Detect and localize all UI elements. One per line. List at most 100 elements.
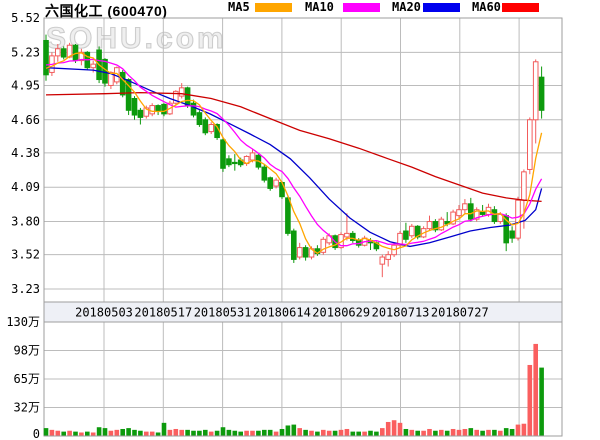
date-axis-label: 20180713 — [372, 306, 430, 320]
volume-axis-label: 0 — [33, 427, 40, 440]
volume-bar-down — [403, 428, 409, 436]
legend-label-ma60: MA60 — [472, 0, 501, 14]
volume-bar-up — [55, 430, 61, 436]
legend-swatch-ma20 — [423, 3, 460, 12]
volume-bar-up — [439, 429, 444, 436]
candle-body-up — [532, 61, 539, 121]
volume-bar-down — [61, 431, 66, 436]
volume-bar-up — [244, 430, 249, 436]
candle-body-up — [527, 119, 533, 170]
candle-body-down — [302, 247, 309, 258]
volume-axis-label: 98万 — [14, 344, 40, 358]
candle-body-up — [379, 256, 386, 265]
volume-bar-down — [191, 430, 196, 436]
volume-bar-down — [220, 427, 226, 436]
date-axis-label: 20180629 — [312, 306, 370, 320]
volume-bar-down — [96, 427, 102, 436]
volume-bar-up — [326, 430, 332, 436]
volume-bar-up — [486, 429, 491, 436]
candle-body-up — [473, 209, 480, 220]
legend-swatch-ma10 — [343, 3, 380, 12]
candle-body-up — [273, 179, 279, 187]
volume-bar-up — [362, 431, 367, 436]
candle-body-down — [285, 197, 291, 234]
date-axis-label: 20180517 — [134, 306, 192, 320]
ma5-line — [45, 52, 543, 255]
volume-axis-label: 65万 — [14, 372, 40, 386]
volume-bar-down — [267, 429, 273, 436]
candle-body-down — [350, 232, 356, 241]
price-panel-border — [43, 17, 563, 303]
volume-bar-down — [102, 428, 108, 436]
volume-bar-up — [462, 428, 468, 436]
volume-bar-down — [155, 432, 161, 436]
candle-body-down — [196, 112, 203, 126]
candle-body-up — [108, 71, 114, 86]
price-axis-label: 4.66 — [11, 113, 40, 127]
volume-bar-up — [67, 430, 72, 436]
volume-bar-up — [149, 431, 155, 436]
volume-bar-up — [409, 429, 415, 436]
legend-label-ma20: MA20 — [392, 0, 421, 14]
price-axis-label: 3.52 — [11, 248, 40, 262]
volume-bar-down — [315, 431, 320, 436]
volume-bar-down — [492, 429, 497, 436]
volume-bar-up — [474, 429, 479, 436]
candle-body-down — [137, 109, 144, 118]
price-axis-label: 4.95 — [11, 78, 40, 92]
volume-bar-down — [232, 430, 238, 436]
volume-bar-up — [397, 422, 403, 436]
candle-body-up — [438, 218, 445, 231]
candle-body-up — [397, 232, 403, 246]
volume-bar-up — [498, 430, 503, 436]
volume-bar-up — [456, 429, 462, 436]
volume-bar-up — [250, 430, 255, 436]
volume-bar-up — [49, 429, 55, 436]
volume-bar-down — [350, 431, 356, 436]
volume-bar-down — [262, 429, 267, 436]
volume-bar-up — [391, 420, 397, 436]
volume-bar-up — [527, 364, 533, 436]
candle-body-down — [468, 203, 474, 220]
candle-body-down — [119, 71, 126, 96]
volume-bar-up — [338, 429, 344, 436]
candle-body-up — [55, 48, 61, 57]
volume-bar-down — [185, 429, 190, 436]
candle-body-down — [161, 103, 167, 115]
candle-body-down — [491, 209, 498, 223]
volume-bar-up — [515, 424, 521, 436]
volume-bar-up — [208, 431, 214, 436]
volume-bar-up — [144, 431, 149, 436]
volume-bar-down — [238, 431, 243, 436]
ma60-line — [45, 91, 542, 203]
candle-body-up — [143, 107, 150, 117]
volume-bar-up — [380, 428, 385, 436]
volume-bar-down — [332, 430, 338, 436]
volume-bar-down — [85, 431, 90, 436]
volume-bar-down — [303, 429, 308, 436]
volume-bar-down — [43, 428, 49, 436]
volume-bar-up — [385, 421, 391, 436]
candle-body-down — [538, 76, 545, 111]
volume-bar-down — [161, 422, 167, 436]
price-axis-label: 3.80 — [11, 215, 40, 229]
candle-body-up — [249, 152, 256, 161]
volume-bar-down — [415, 430, 420, 436]
price-axis-label: 5.23 — [11, 45, 40, 59]
candle-body-up — [320, 238, 327, 253]
candle-body-down — [131, 97, 138, 116]
volume-bar-down — [291, 424, 297, 436]
chart-title: 六国化工 (600470) — [45, 3, 168, 19]
candle-body-down — [509, 230, 515, 239]
volume-bar-down — [120, 428, 125, 436]
volume-bar-down — [509, 428, 515, 436]
volume-bar-up — [427, 428, 432, 436]
volume-bar-down — [256, 430, 261, 436]
legend-label-ma5: MA5 — [228, 0, 250, 14]
candle-body-up — [450, 211, 456, 225]
volume-bar-up — [521, 423, 527, 436]
date-axis-label: 20180727 — [431, 306, 489, 320]
volume-bar-down — [73, 431, 78, 436]
volume-bar-down — [214, 430, 220, 436]
candle-body-up — [462, 203, 468, 211]
